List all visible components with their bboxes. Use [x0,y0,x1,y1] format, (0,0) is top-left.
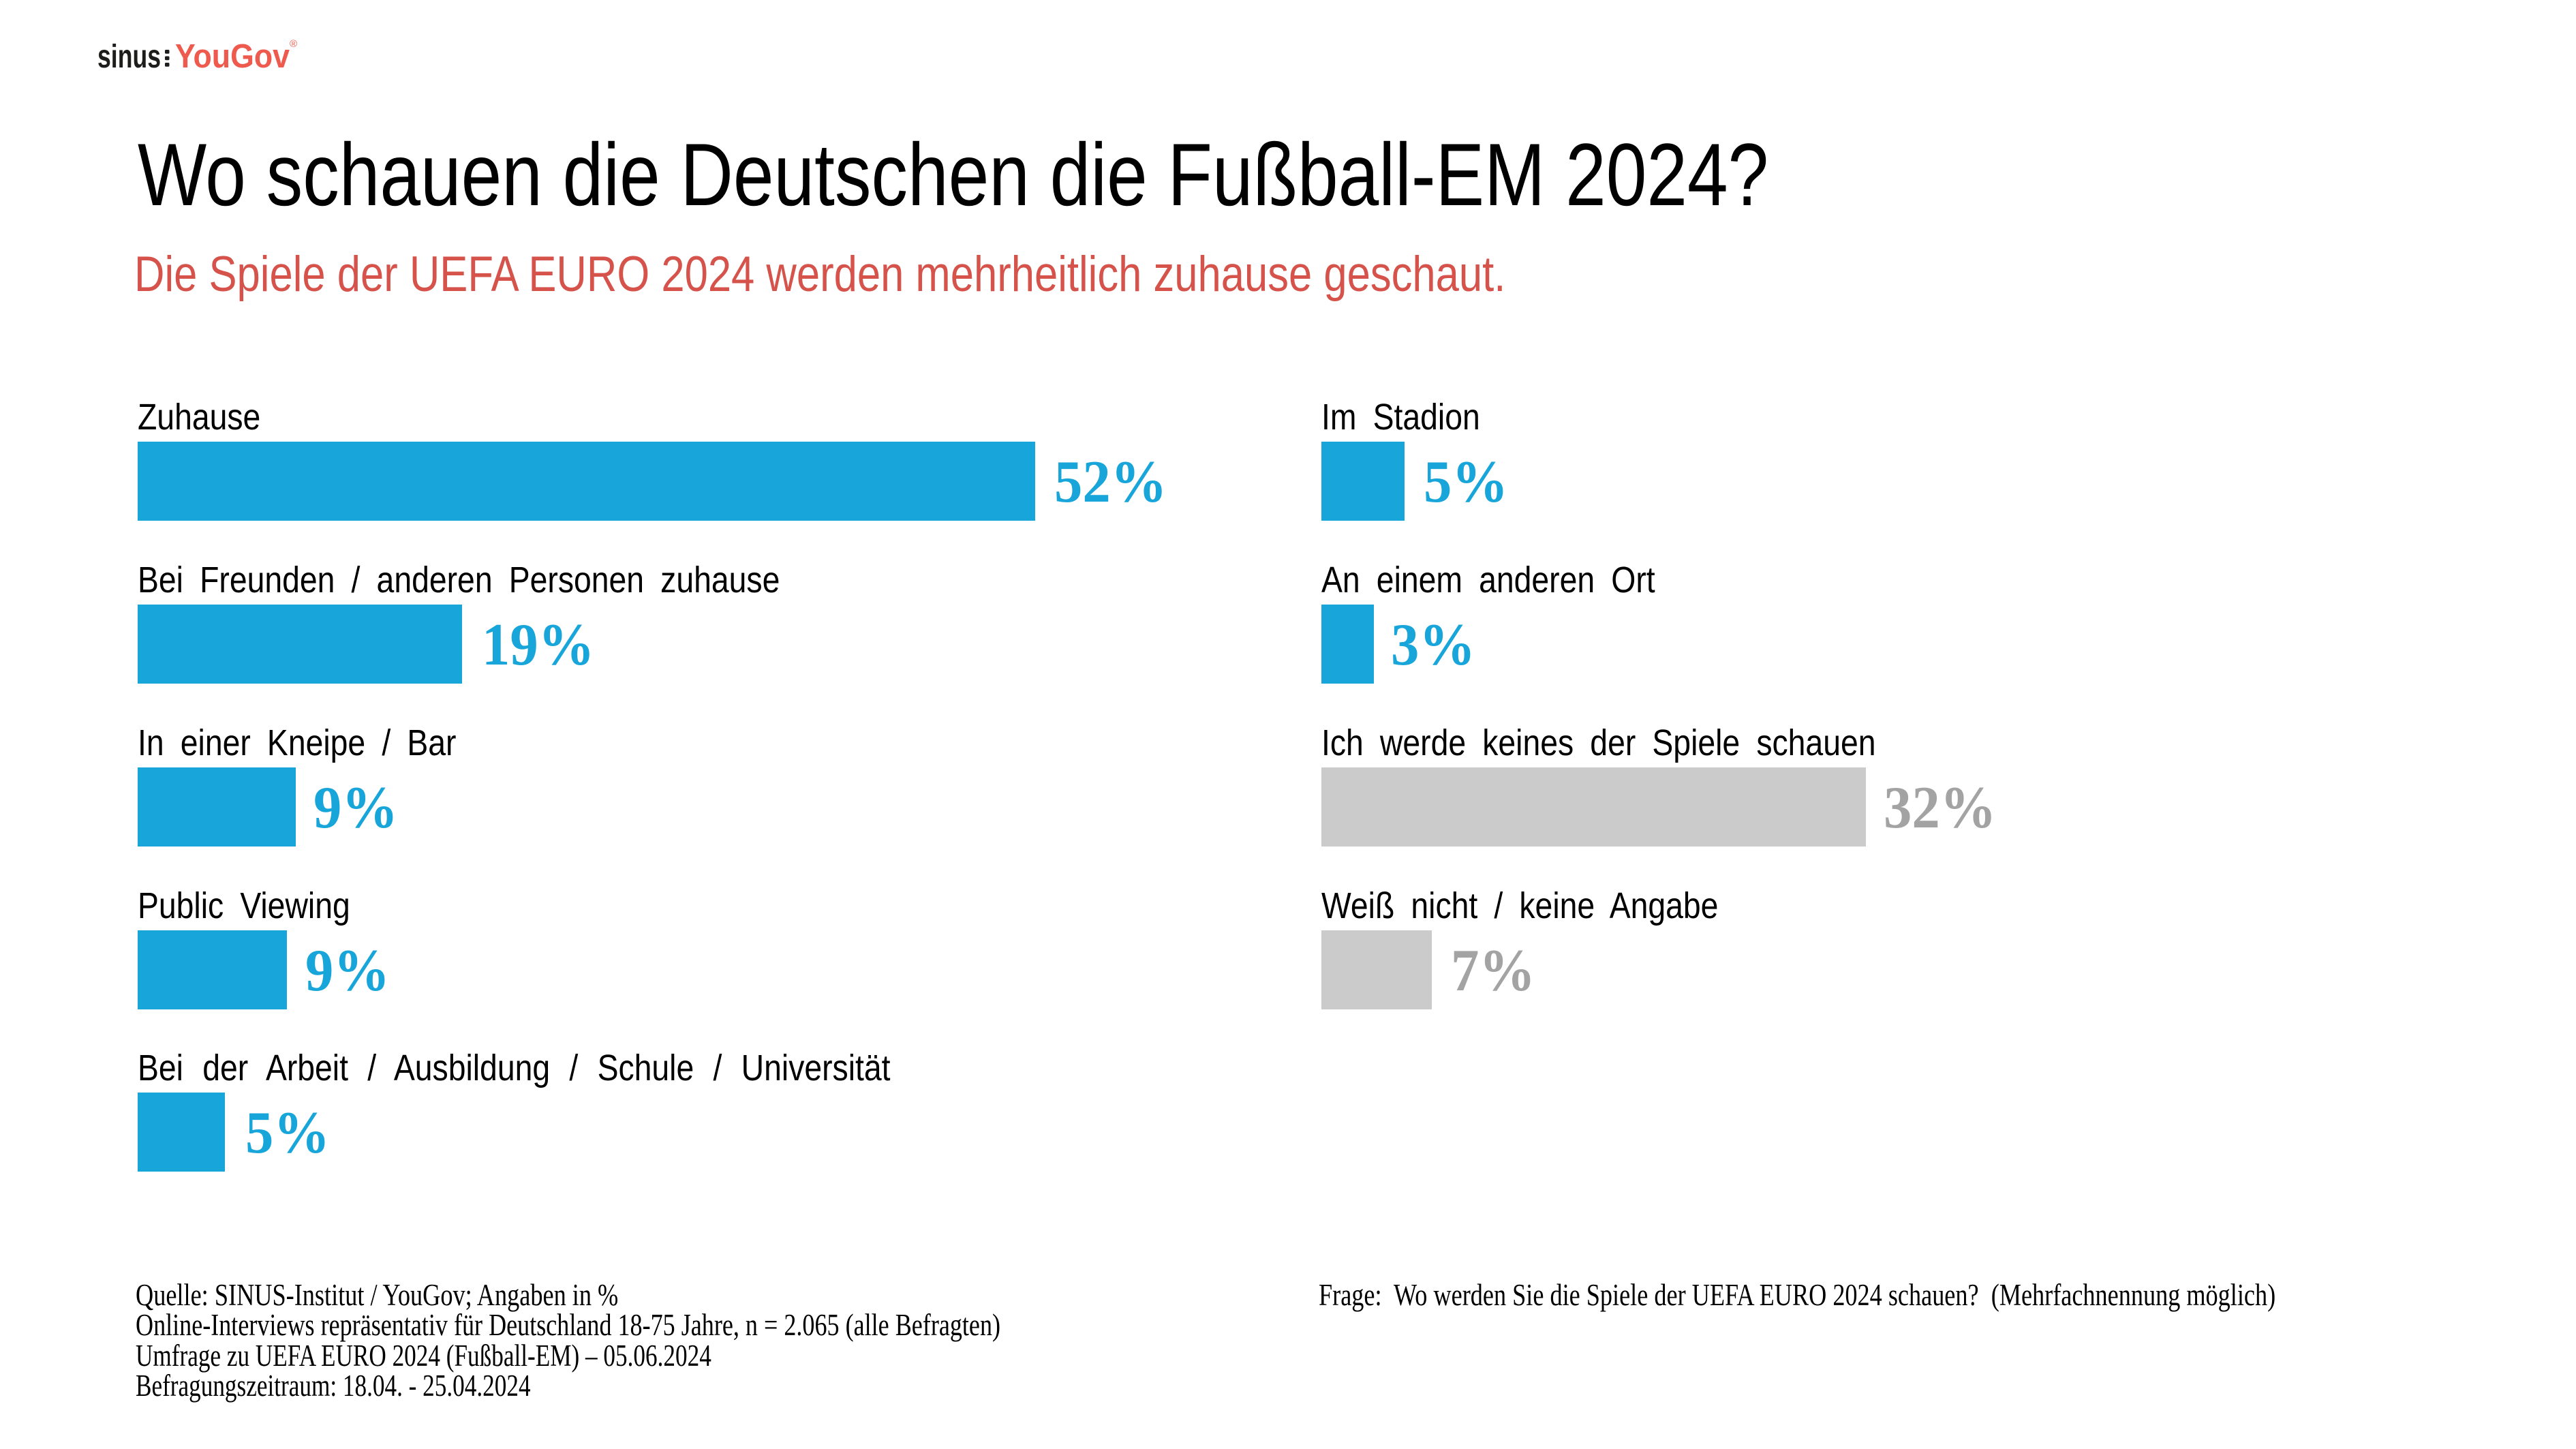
svg-text:sinus: sinus [97,39,161,75]
svg-text:®: ® [290,38,297,50]
svg-text:YouGov: YouGov [175,38,290,75]
